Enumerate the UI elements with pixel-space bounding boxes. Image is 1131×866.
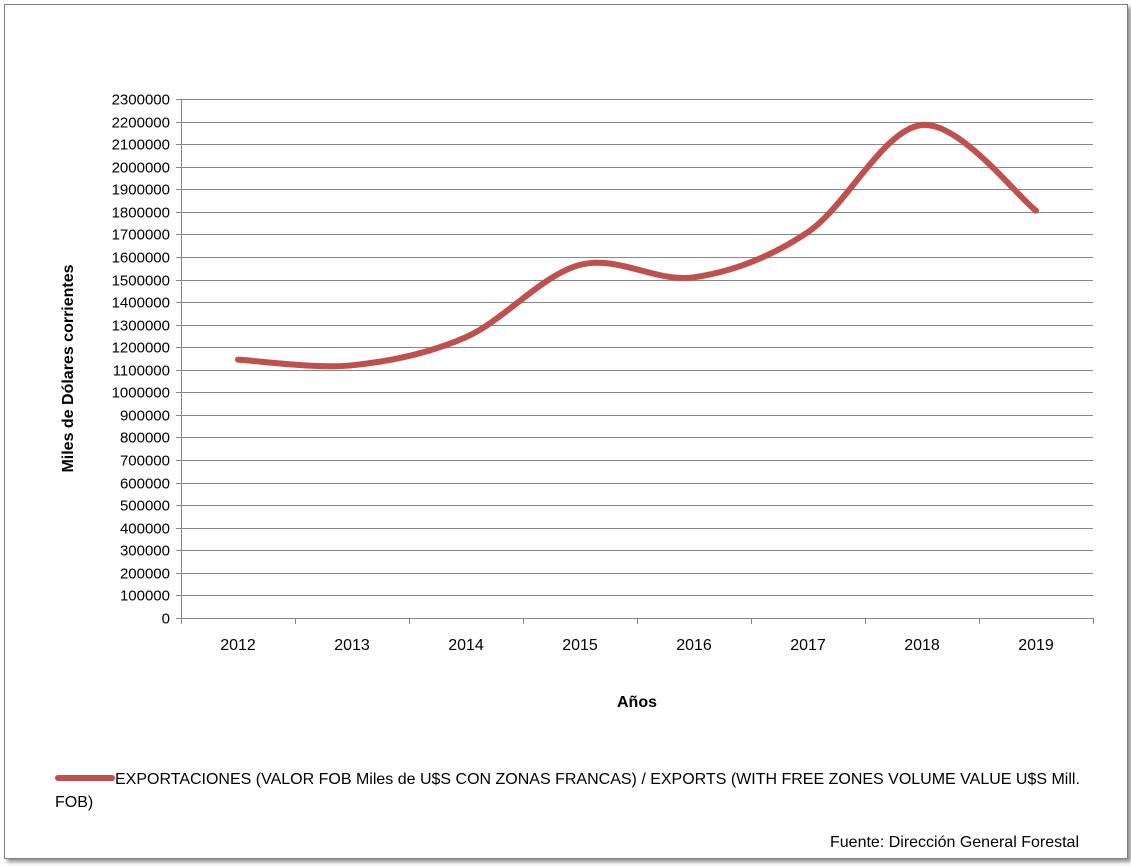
legend-label: EXPORTACIONES (VALOR FOB Miles de U$S CO… <box>55 771 1080 811</box>
y-tick-labels: 0 100000 200000 300000 400000 500000 600000 700… <box>112 92 170 628</box>
y-tick-label: 1500000 <box>112 273 170 290</box>
y-tick-label: 2300000 <box>112 92 170 109</box>
line-chart: 0 100000 200000 300000 400000 500000 600000 700… <box>60 92 1094 711</box>
y-tick-label: 1700000 <box>112 227 170 244</box>
y-axis-label: Miles de Dólares corrientes <box>60 264 77 472</box>
x-tick-label: 2014 <box>448 637 484 654</box>
x-axis-label: Años <box>617 694 657 711</box>
x-tick-label: 2016 <box>676 637 712 654</box>
y-tick-label: 1300000 <box>112 318 170 335</box>
y-tick-label: 700000 <box>120 453 170 470</box>
legend-swatch <box>55 774 115 781</box>
y-tick-label: 900000 <box>120 408 170 425</box>
y-tick-label: 1900000 <box>112 182 170 199</box>
y-tick-label: 1800000 <box>112 205 170 222</box>
x-tick-labels: 2012 2013 2014 2015 2016 2017 2018 2019 <box>220 637 1054 654</box>
x-tick-label: 2019 <box>1018 637 1054 654</box>
y-tick-label: 600000 <box>120 476 170 493</box>
y-tick-label: 2200000 <box>112 115 170 132</box>
y-tick-label: 2000000 <box>112 160 170 177</box>
y-tick-label: 400000 <box>120 521 170 538</box>
y-tick-label: 1600000 <box>112 250 170 267</box>
x-tick-label: 2018 <box>904 637 940 654</box>
x-tick-label: 2017 <box>790 637 826 654</box>
source-note: Fuente: Dirección General Forestal <box>830 834 1079 851</box>
x-tick-label: 2012 <box>220 637 256 654</box>
x-tick-label: 2013 <box>334 637 370 654</box>
series-lines <box>235 121 1039 370</box>
y-tick-label: 500000 <box>120 498 170 515</box>
chart-frame: 0 100000 200000 300000 400000 500000 600000 700… <box>4 4 1128 859</box>
y-tick-label: 200000 <box>120 566 170 583</box>
y-tick-label: 300000 <box>120 543 170 560</box>
y-tick-label: 100000 <box>120 588 170 605</box>
y-tick-label: 800000 <box>120 430 170 447</box>
y-tick-label: 1200000 <box>112 340 170 357</box>
legend: EXPORTACIONES (VALOR FOB Miles de U$S CO… <box>55 768 1115 814</box>
gridlines <box>181 99 1093 596</box>
y-tick-label: 2100000 <box>112 137 170 154</box>
y-tick-label: 0 <box>162 611 170 628</box>
axes <box>176 99 1094 624</box>
series-line <box>235 121 1039 370</box>
y-tick-label: 1100000 <box>113 363 170 380</box>
y-tick-label: 1400000 <box>112 295 170 312</box>
x-tick-label: 2015 <box>562 637 598 654</box>
y-tick-label: 1000000 <box>112 385 170 402</box>
